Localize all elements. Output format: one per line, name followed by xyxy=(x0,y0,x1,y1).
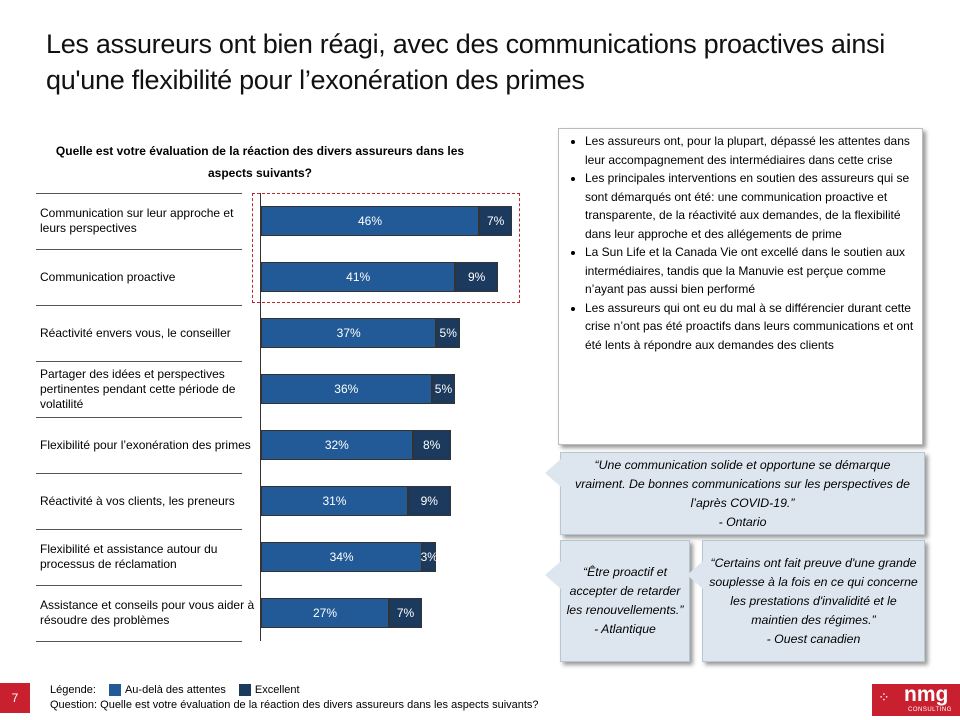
bar-excellent: 8% xyxy=(412,430,451,460)
data-label: 7% xyxy=(486,214,505,228)
logo-sub: CONSULTING xyxy=(908,707,952,713)
page-number: 7 xyxy=(0,683,30,713)
data-label: 32% xyxy=(324,438,349,452)
bar-above-expectations: 36% xyxy=(261,374,432,404)
logo-name: nmg xyxy=(904,683,949,706)
finding-bullet: Les assureurs ont, pour la plupart, dépa… xyxy=(585,132,914,169)
slide-title: Les assureurs ont bien réagi, avec des c… xyxy=(46,29,885,95)
bar-above-expectations: 46% xyxy=(261,206,480,236)
bar-excellent: 9% xyxy=(407,486,451,516)
quote-bubble-atlantique: “Être proactif et accepter de retarder l… xyxy=(545,540,690,662)
bar-above-expectations: 31% xyxy=(261,486,408,516)
quote-source: - Ouest canadien xyxy=(766,631,861,646)
data-label: 36% xyxy=(334,382,359,396)
finding-bullet: La Sun Life et la Canada Vie ont excellé… xyxy=(585,243,914,299)
bar-excellent: 5% xyxy=(431,374,456,404)
category-label: Assistance et conseils pour vous aider à… xyxy=(40,598,255,627)
legend-swatch-excellent xyxy=(238,684,251,697)
row-separator xyxy=(36,305,242,306)
quote-text: “Être proactif et accepter de retarder l… xyxy=(566,565,684,617)
key-findings-box: Les assureurs ont, pour la plupart, dépa… xyxy=(558,128,923,445)
category-label: Flexibilité et assistance autour du proc… xyxy=(40,542,218,571)
footer: Légende: Au-delà des attentes Excellent … xyxy=(50,683,539,713)
category-label: Communication proactive xyxy=(40,269,176,284)
data-label: 9% xyxy=(467,270,486,284)
data-label: 27% xyxy=(312,606,337,620)
finding-bullet: Les assureurs qui ont eu du mal à se dif… xyxy=(585,299,914,355)
data-label: 7% xyxy=(396,606,415,620)
legend-item-excellent: Excellent xyxy=(254,684,300,696)
data-label: 9% xyxy=(420,494,438,508)
bar-above-expectations: 27% xyxy=(261,598,389,628)
chart-axis xyxy=(260,193,261,641)
legend-label: Légende: xyxy=(50,684,96,696)
category-label: Flexibilité pour l’exonération des prime… xyxy=(40,437,251,452)
data-label: 37% xyxy=(336,326,361,340)
category-label: Réactivité à vos clients, les preneurs xyxy=(40,493,235,508)
category-label: Réactivité envers vous, le conseiller xyxy=(40,325,231,340)
category-label: Partager des idées et perspectives perti… xyxy=(40,366,236,411)
chart-question: Quelle est votre évaluation de la réacti… xyxy=(55,144,465,180)
row-separator xyxy=(36,249,242,250)
quote-bubble-ontario: “Une communication solide et opportune s… xyxy=(545,452,925,535)
nmg-logo: ⁘ nmg CONSULTING xyxy=(872,684,960,716)
legend-item-above-expectations: Au-delà des attentes xyxy=(124,684,226,696)
row-separator xyxy=(36,361,242,362)
row-separator xyxy=(36,641,242,642)
highlight-box xyxy=(252,193,520,303)
quote-source: - Atlantique xyxy=(594,622,656,636)
row-separator xyxy=(36,473,242,474)
bar-above-expectations: 37% xyxy=(261,318,437,348)
bar-excellent: 5% xyxy=(436,318,461,348)
row-separator xyxy=(36,417,242,418)
bar-excellent: 3% xyxy=(420,542,438,572)
data-label: 31% xyxy=(322,494,347,508)
bar-above-expectations: 41% xyxy=(261,262,456,292)
data-label: 41% xyxy=(346,270,371,284)
bar-excellent: 7% xyxy=(479,206,513,236)
legend-swatch-above-expectations xyxy=(108,684,121,697)
bar-excellent: 9% xyxy=(455,262,498,292)
bar-above-expectations: 34% xyxy=(261,542,423,572)
quote-bubble-ouest: “Certains ont fait preuve d'une grande s… xyxy=(687,540,925,662)
category-label: Communication sur leur approche et leurs… xyxy=(40,206,234,235)
data-label: 46% xyxy=(358,214,383,228)
finding-bullet: Les principales interventions en soutien… xyxy=(585,169,914,243)
data-label: 8% xyxy=(422,438,441,452)
quote-text: “Une communication solide et opportune s… xyxy=(575,457,910,510)
quote-text: “Certains ont fait preuve d'une grande s… xyxy=(709,555,918,627)
row-separator xyxy=(36,193,242,194)
data-label: 3% xyxy=(420,550,438,564)
data-label: 5% xyxy=(434,382,453,396)
data-label: 5% xyxy=(439,326,457,340)
bar-above-expectations: 32% xyxy=(261,430,413,460)
row-separator xyxy=(36,529,242,530)
logo-dots-icon: ⁘ xyxy=(878,689,890,705)
data-label: 34% xyxy=(329,550,354,564)
bar-excellent: 7% xyxy=(388,598,423,628)
footer-question: Question: Quelle est votre évaluation de… xyxy=(50,699,539,711)
row-separator xyxy=(36,585,242,586)
quote-source: - Ontario xyxy=(718,514,767,529)
